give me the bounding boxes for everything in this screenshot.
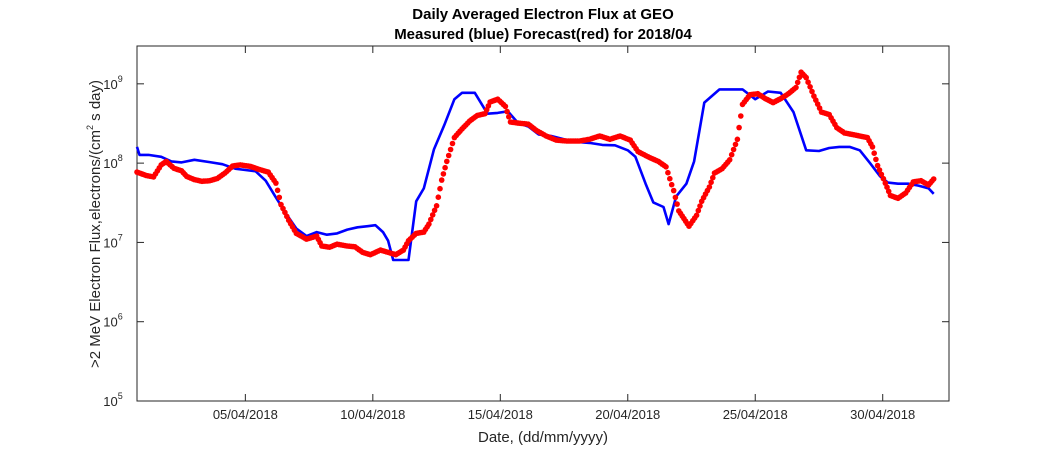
y-tick-label-exponent: 8 <box>118 153 123 163</box>
data-point-forecast <box>807 84 813 90</box>
data-point-forecast <box>433 203 440 209</box>
data-point-forecast <box>706 184 713 190</box>
data-point-forecast <box>930 176 937 182</box>
data-point-forecast <box>794 79 801 86</box>
plot-area-frame <box>136 45 950 402</box>
y-tick-label-base: 10 <box>103 156 117 171</box>
data-point-forecast <box>445 152 452 159</box>
chart-title: Daily Averaged Electron Flux at GEO <box>412 6 674 23</box>
y-tick-label-base: 10 <box>103 235 117 250</box>
data-point-forecast <box>665 169 671 176</box>
data-point-forecast <box>506 114 512 120</box>
data-point-forecast <box>663 164 669 170</box>
y-tick-label: 107 <box>103 232 122 250</box>
data-point-forecast <box>869 144 876 150</box>
data-point-forecast <box>429 212 436 218</box>
data-point-forecast <box>437 185 443 192</box>
data-point-forecast <box>426 221 432 227</box>
y-axis-label-exponent: 2 <box>85 125 95 130</box>
x-axis-ticks: 05/04/2018 10/04/2018 15/04/2018 20/04/2018… <box>213 46 915 422</box>
series-layer <box>134 69 937 262</box>
x-tick-label: 30/04/2018 <box>850 407 915 422</box>
data-point-forecast <box>438 177 445 183</box>
data-point-forecast <box>732 141 739 148</box>
data-point-forecast <box>449 140 456 147</box>
data-point-forecast <box>734 136 741 143</box>
data-point-forecast <box>728 151 735 158</box>
x-tick-label: 10/04/2018 <box>340 407 405 422</box>
y-tick-label: 106 <box>103 312 122 330</box>
data-point-forecast <box>878 171 885 178</box>
y-tick-label-base: 10 <box>103 315 117 330</box>
x-tick-label: 05/04/2018 <box>213 407 278 422</box>
data-point-forecast <box>874 162 881 169</box>
data-point-forecast <box>710 174 716 181</box>
data-point-forecast <box>871 150 877 156</box>
data-point-forecast <box>670 187 677 194</box>
y-tick-label: 105 <box>103 391 122 409</box>
data-point-forecast <box>873 156 879 163</box>
data-point-forecast <box>738 113 744 119</box>
x-axis-label: Date, (dd/mm/yyyy) <box>478 429 608 446</box>
y-tick-label-exponent: 7 <box>118 232 123 242</box>
data-point-forecast <box>697 203 703 209</box>
data-point-forecast <box>805 79 811 85</box>
data-point-forecast <box>803 74 809 81</box>
data-point-forecast <box>667 175 673 182</box>
y-tick-label-exponent: 5 <box>118 391 123 401</box>
data-point-forecast <box>726 157 733 163</box>
y-tick-label-base: 10 <box>103 77 117 92</box>
data-point-forecast <box>440 171 447 177</box>
data-point-forecast <box>274 187 281 194</box>
x-tick-label: 20/04/2018 <box>595 407 660 422</box>
x-tick-label: 15/04/2018 <box>468 407 533 422</box>
data-point-forecast <box>674 201 680 207</box>
data-point-forecast <box>884 184 890 190</box>
y-tick-label: 109 <box>103 74 122 92</box>
chart-subtitle: Measured (blue) Forecast(red) for 2018/0… <box>394 26 692 43</box>
data-point-forecast <box>276 194 283 201</box>
data-point-forecast <box>730 146 737 153</box>
y-tick-label-exponent: 9 <box>118 74 123 84</box>
data-point-forecast <box>502 103 509 110</box>
data-point-forecast <box>876 167 883 173</box>
y-axis-label-main: >2 MeV Electron Flux,electrons/(cm <box>87 130 104 368</box>
data-point-forecast <box>273 180 279 186</box>
series-forecast <box>134 69 937 258</box>
data-point-forecast <box>447 146 454 153</box>
y-axis-label: >2 MeV Electron Flux,electrons/(cm2 s da… <box>85 80 104 368</box>
data-point-forecast <box>431 207 438 214</box>
data-point-forecast <box>435 194 442 200</box>
data-point-forecast <box>442 164 448 171</box>
y-tick-label: 108 <box>103 153 122 171</box>
data-point-forecast <box>428 216 434 223</box>
y-tick-label-base: 10 <box>103 394 117 409</box>
data-point-forecast <box>695 207 702 214</box>
data-point-forecast <box>793 84 799 91</box>
y-axis-label-suffix: s day) <box>87 80 104 125</box>
data-point-forecast <box>668 181 675 188</box>
y-tick-label-exponent: 6 <box>118 312 123 322</box>
data-point-forecast <box>693 212 700 219</box>
data-point-forecast <box>708 179 714 186</box>
data-point-forecast <box>672 194 679 201</box>
data-point-forecast <box>736 124 742 131</box>
data-point-forecast <box>444 158 450 165</box>
data-point-forecast <box>809 88 815 95</box>
data-point-forecast <box>504 108 510 115</box>
data-point-forecast <box>880 175 887 182</box>
x-tick-label: 25/04/2018 <box>723 407 788 422</box>
